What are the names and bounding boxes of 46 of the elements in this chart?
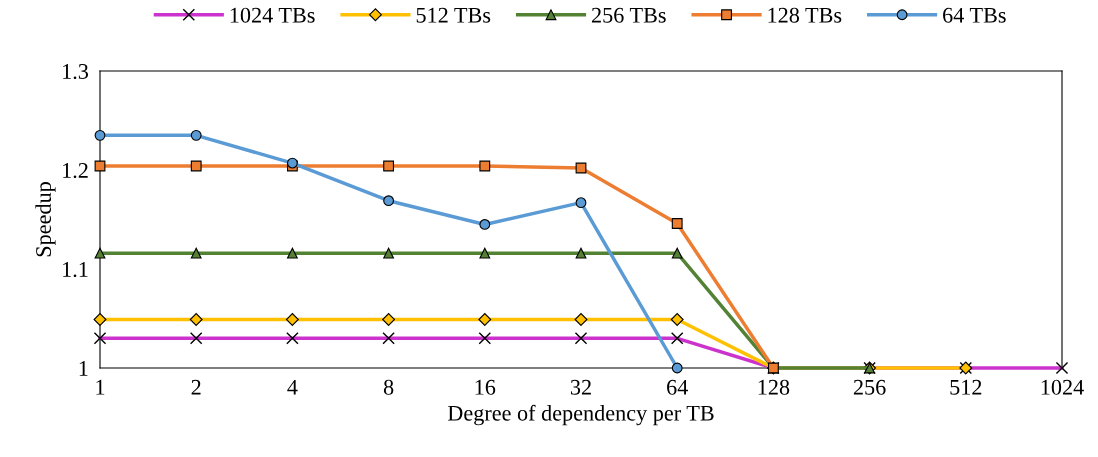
legend-label: 128 TBs xyxy=(768,7,842,23)
point xyxy=(383,247,395,259)
x-tick-label: 1024 xyxy=(1041,379,1084,395)
x-tick-label: 8 xyxy=(383,379,394,395)
x-tick-label: 16 xyxy=(475,379,496,395)
point xyxy=(671,362,683,374)
point xyxy=(479,247,491,259)
point xyxy=(94,129,106,141)
legend-label: 256 TBs xyxy=(591,7,666,23)
x-tick-label: 2 xyxy=(191,379,201,395)
y-tick-label: 1.2 xyxy=(63,162,88,179)
legend-label: 1024 TBs xyxy=(230,7,315,23)
point xyxy=(478,313,492,326)
point xyxy=(670,313,684,326)
y-tick-label: 1 xyxy=(79,361,88,376)
x-tick-label: 128 xyxy=(758,379,790,395)
point xyxy=(382,313,396,326)
point xyxy=(671,218,683,229)
point xyxy=(479,219,491,230)
point xyxy=(575,247,587,259)
point xyxy=(190,129,202,141)
y-axis-title: Speedup xyxy=(35,182,56,257)
point xyxy=(383,195,395,207)
point xyxy=(190,160,202,172)
x-tick-label: 256 xyxy=(853,379,886,395)
x-tick-label: 1 xyxy=(96,379,105,395)
point xyxy=(285,313,299,326)
point xyxy=(93,313,107,326)
point xyxy=(190,247,202,259)
point xyxy=(94,247,106,259)
x-tick-label: 4 xyxy=(287,379,298,395)
point xyxy=(671,247,683,259)
point xyxy=(574,313,588,326)
x-tick-label: 512 xyxy=(950,379,982,395)
y-tick-label: 1.3 xyxy=(63,63,89,80)
y-tick-label: 1.1 xyxy=(63,262,88,278)
x-tick-label: 64 xyxy=(667,379,688,395)
point xyxy=(286,247,298,259)
point xyxy=(189,313,203,326)
x-tick-label: 32 xyxy=(570,379,591,395)
point xyxy=(575,197,587,209)
legend-label: 512 TBs xyxy=(416,7,491,23)
x-axis-title: Degree of dependency per TB xyxy=(447,404,714,426)
point xyxy=(479,160,491,172)
point xyxy=(383,160,395,172)
legend-label: 64 TBs xyxy=(943,7,1006,23)
